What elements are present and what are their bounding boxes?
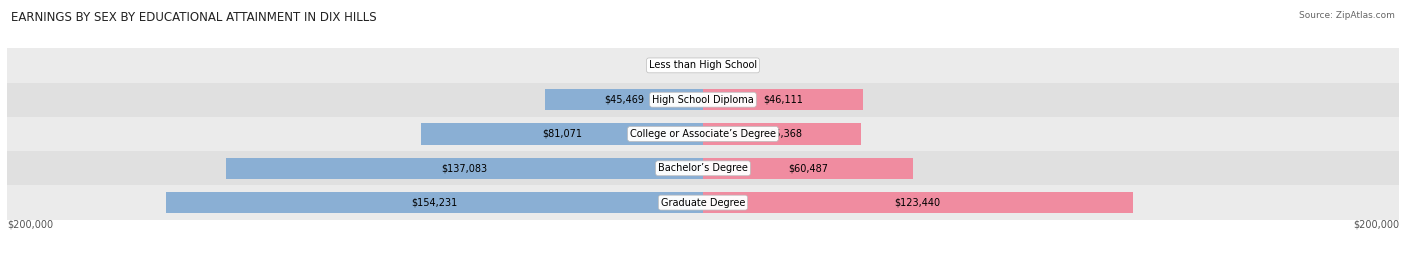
Text: $123,440: $123,440 — [894, 198, 941, 208]
Bar — [7, 185, 1399, 220]
Text: Bachelor’s Degree: Bachelor’s Degree — [658, 163, 748, 173]
Bar — [420, 123, 703, 145]
Text: $0: $0 — [683, 60, 696, 70]
Text: $45,469: $45,469 — [605, 95, 644, 105]
Text: $0: $0 — [710, 60, 723, 70]
Text: EARNINGS BY SEX BY EDUCATIONAL ATTAINMENT IN DIX HILLS: EARNINGS BY SEX BY EDUCATIONAL ATTAINMEN… — [11, 11, 377, 24]
Text: Less than High School: Less than High School — [650, 60, 756, 70]
Bar — [7, 117, 1399, 151]
Text: $200,000: $200,000 — [7, 220, 53, 230]
Text: $46,111: $46,111 — [763, 95, 803, 105]
Text: $154,231: $154,231 — [412, 198, 458, 208]
Bar — [7, 83, 1399, 117]
Text: Graduate Degree: Graduate Degree — [661, 198, 745, 208]
Text: $45,368: $45,368 — [762, 129, 801, 139]
Bar — [7, 151, 1399, 185]
Bar — [703, 192, 1133, 213]
Text: $60,487: $60,487 — [789, 163, 828, 173]
Bar — [7, 48, 1399, 83]
Text: $137,083: $137,083 — [441, 163, 488, 173]
Bar — [166, 192, 703, 213]
Bar — [226, 158, 703, 179]
Text: $200,000: $200,000 — [1353, 220, 1399, 230]
Bar — [703, 123, 860, 145]
Text: High School Diploma: High School Diploma — [652, 95, 754, 105]
Text: Source: ZipAtlas.com: Source: ZipAtlas.com — [1299, 11, 1395, 20]
Bar — [703, 89, 863, 110]
Text: $81,071: $81,071 — [541, 129, 582, 139]
Text: College or Associate’s Degree: College or Associate’s Degree — [630, 129, 776, 139]
Bar — [703, 158, 914, 179]
Bar — [544, 89, 703, 110]
